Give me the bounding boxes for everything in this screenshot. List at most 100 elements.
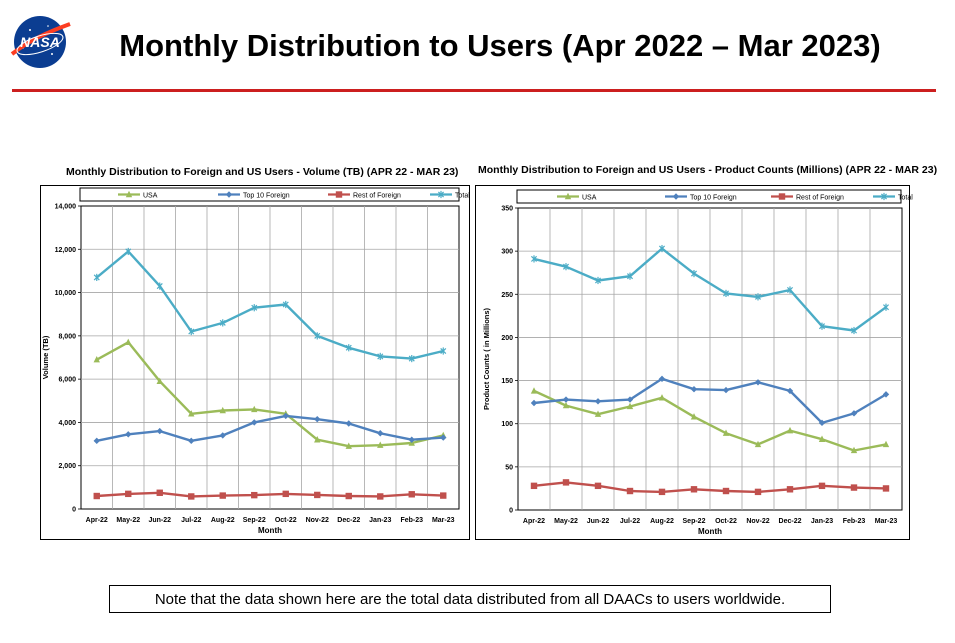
chart1-legend-marker-top10	[225, 191, 233, 198]
chart2-ylabel: Product Counts ( in Millions)	[482, 307, 491, 410]
chart1-point-total	[345, 344, 352, 352]
chart1-xtick-label: Aug-22	[211, 517, 235, 524]
chart2-point-top10	[690, 386, 698, 393]
chart2-point-total	[562, 263, 570, 271]
chart1-point-rest	[377, 493, 384, 500]
chart2-point-total	[722, 289, 730, 298]
chart1-point-top10	[219, 432, 226, 439]
chart1-xtick-label: Apr-22	[86, 517, 108, 524]
footnote: Note that the data shown here are the to…	[109, 585, 831, 613]
chart2-point-total	[658, 244, 666, 253]
chart2-legend-marker-top10	[672, 193, 680, 200]
chart2-legend-marker-rest	[778, 193, 786, 200]
product-count-chart-title: Monthly Distribution to Foreign and US U…	[478, 164, 938, 176]
chart1-xtick-label: Mar-23	[432, 517, 455, 524]
chart1-ytick-label: 8,000	[58, 333, 76, 340]
chart2-legend-label-total: Total	[898, 195, 913, 202]
chart1-ytick-label: 12,000	[55, 247, 77, 254]
chart1-point-rest	[282, 490, 289, 498]
chart1-ytick-label: 14,000	[55, 204, 77, 211]
chart2-xtick-label: May-22	[554, 518, 578, 525]
chart2-legend-label-rest: Rest of Foreign	[796, 195, 844, 202]
chart2-point-rest	[562, 479, 570, 486]
chart2-xtick-label: Sep-22	[683, 518, 706, 525]
chart2-point-rest	[818, 482, 826, 490]
chart1-point-total	[156, 282, 163, 290]
chart1-point-top10	[282, 412, 289, 420]
chart1-ytick-label: 10,000	[55, 290, 77, 297]
chart2-point-usa	[882, 440, 890, 448]
chart1-xtick-label: Dec-22	[337, 517, 360, 524]
chart2-point-usa	[658, 394, 666, 401]
chart1-series-line-rest	[96, 491, 444, 498]
chart2-point-rest	[626, 487, 634, 495]
chart2-legend-marker-usa	[564, 192, 572, 200]
chart2-point-total	[594, 276, 602, 285]
chart2-xlabel: Month	[698, 527, 722, 536]
chart2-legend-label-top10: Top 10 Foreign	[690, 195, 737, 202]
chart1-point-rest	[188, 493, 195, 500]
chart1-point-total	[377, 352, 384, 361]
chart2-point-usa	[754, 440, 762, 448]
volume-chart: USA Top 10 Foreign Rest of Foreign Total 0 2,…	[40, 185, 470, 540]
chart1-point-rest	[408, 491, 415, 498]
chart1-point-rest	[314, 491, 321, 499]
title-divider	[12, 89, 936, 92]
chart2-xtick-label: Apr-22	[523, 518, 545, 525]
chart1-point-top10	[440, 434, 447, 441]
chart1-point-total	[314, 332, 321, 340]
chart2-point-total	[530, 255, 538, 263]
chart1-series-line-total	[96, 250, 444, 360]
chart2-point-usa	[530, 387, 538, 394]
chart1-point-top10	[156, 427, 163, 435]
chart1-point-total	[251, 304, 258, 312]
chart1-point-usa	[345, 442, 352, 449]
chart2-ytick-label: 200	[501, 335, 513, 342]
chart1-xtick-label: Jul-22	[181, 517, 201, 524]
chart2-point-top10	[594, 398, 602, 405]
chart1-ytick-label: 4,000	[58, 420, 76, 427]
chart2-point-total	[882, 303, 890, 311]
chart2-point-top10	[786, 387, 794, 395]
chart2-ytick-label: 250	[501, 292, 513, 299]
chart1-legend-marker-rest	[335, 191, 343, 198]
chart2-point-top10	[850, 410, 858, 417]
chart1-point-top10	[125, 431, 132, 438]
chart1-point-rest	[125, 490, 132, 498]
chart2-point-usa	[786, 426, 794, 434]
chart1-point-usa	[219, 406, 226, 414]
chart1-legend-label-total: Total	[455, 193, 470, 200]
chart1-xtick-label: Nov-22	[306, 517, 329, 524]
chart2-point-rest	[882, 485, 890, 492]
chart2-xtick-label: Jun-22	[587, 518, 610, 525]
chart1-legend-label-rest: Rest of Foreign	[353, 193, 401, 200]
chart1-ytick-label: 2,000	[58, 463, 76, 470]
chart1-point-usa	[93, 355, 100, 363]
chart2-xtick-label: Aug-22	[650, 518, 674, 525]
chart1-xtick-label: Oct-22	[275, 517, 297, 524]
chart1-legend-box	[79, 187, 460, 202]
chart1-ylabel: Volume (TB)	[41, 335, 50, 379]
chart2-ytick-label: 300	[501, 249, 513, 256]
chart2-series-line-top10	[533, 377, 887, 425]
page-title: Monthly Distribution to Users (Apr 2022 …	[119, 28, 881, 63]
chart1-point-usa	[251, 405, 258, 413]
chart2-xtick-label: Nov-22	[746, 518, 769, 525]
chart2-xtick-label: Feb-23	[843, 518, 866, 525]
product-count-chart: USA Top 10 Foreign Rest of Foreign Total 0 50…	[475, 185, 913, 540]
chart2-point-usa	[626, 402, 634, 410]
chart1-legend-marker-total	[437, 190, 445, 199]
chart1-legend-label-top10: Top 10 Foreign	[243, 193, 290, 200]
chart2-point-total	[754, 293, 762, 301]
chart2-point-rest	[786, 486, 794, 493]
chart2-point-top10	[658, 375, 666, 383]
nasa-logo: NASA	[10, 16, 71, 68]
chart2-point-usa	[850, 446, 858, 454]
chart2-point-usa	[722, 429, 730, 436]
chart2-point-rest	[850, 484, 858, 491]
chart1-point-usa	[188, 410, 195, 417]
chart1-series-line-usa	[96, 341, 444, 448]
chart1-xtick-label: Feb-23	[400, 517, 423, 524]
chart2-point-usa	[562, 401, 570, 409]
chart1-point-total	[408, 354, 415, 363]
